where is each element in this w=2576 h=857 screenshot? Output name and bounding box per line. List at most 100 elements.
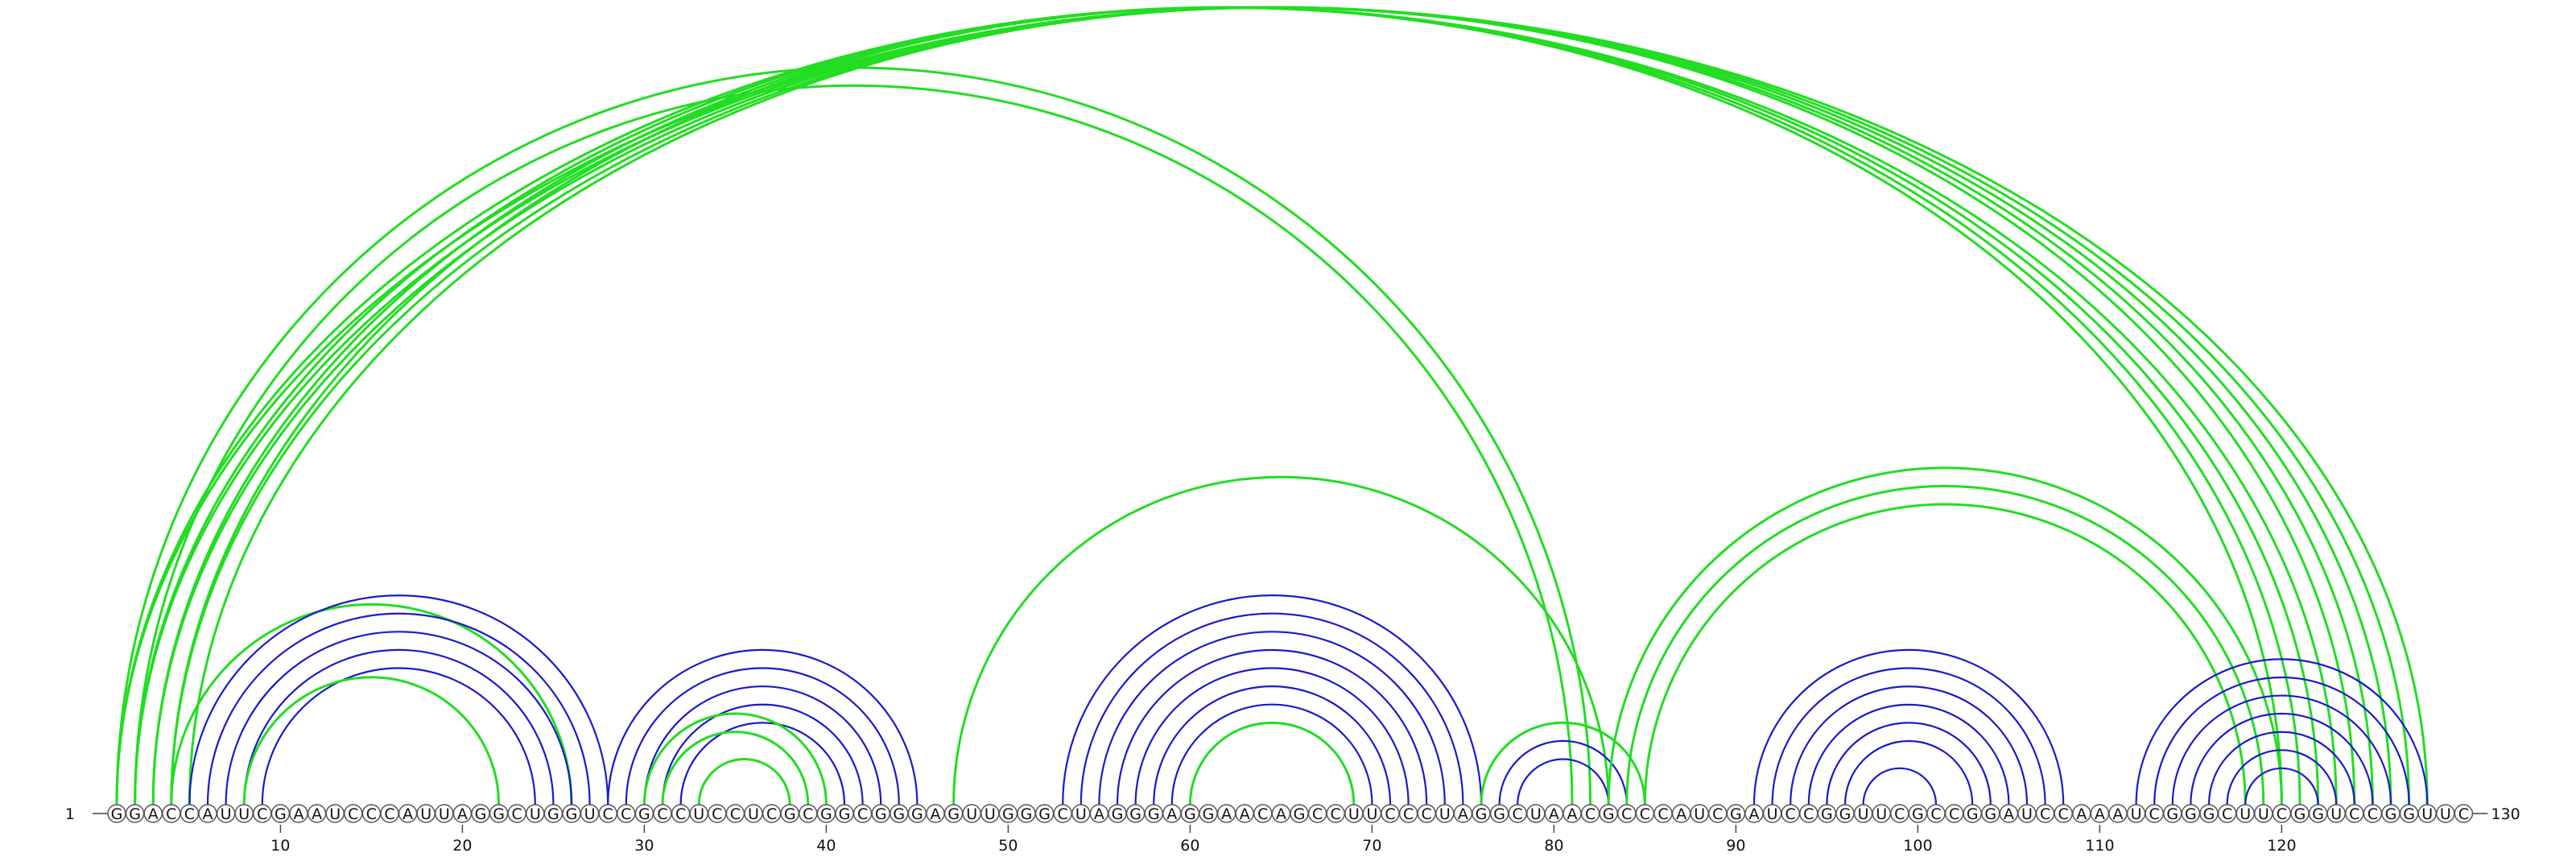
arc-97-101: [1862, 767, 1938, 805]
nucleotide: C: [2145, 804, 2164, 823]
nucleotide-letter: G: [2203, 805, 2215, 823]
nucleotide-letter: C: [603, 805, 613, 823]
arc-96-103: [1843, 739, 1974, 805]
nucleotide: U: [2017, 804, 2037, 823]
nucleotide: U: [580, 804, 600, 823]
nucleotide: G: [107, 804, 126, 823]
nucleotide: G: [1817, 804, 1837, 823]
nucleotide: A: [1453, 804, 1473, 823]
nucleotide: G: [1108, 804, 1127, 823]
nucleotide-letter: U: [2240, 805, 2251, 823]
tick-label: 70: [1362, 837, 1381, 855]
nucleotide: G: [890, 804, 909, 823]
nucleotide-letter: U: [2440, 805, 2451, 823]
nucleotide-letter: A: [1567, 805, 1578, 823]
nucleotide: C: [1635, 804, 1655, 823]
nucleotide: A: [198, 804, 217, 823]
nucleotide: C: [380, 804, 399, 823]
nucleotide: G: [1981, 804, 2000, 823]
nucleotide: A: [289, 804, 308, 823]
nucleotide-letter: A: [931, 805, 941, 823]
nucleotide-letter: U: [2421, 805, 2433, 823]
arc-31-42: [661, 703, 864, 805]
arc-5-28: [188, 594, 609, 805]
position-axis: 10 20 30 40 50 60 70 80 90 100 110 120: [270, 825, 2297, 855]
nucleotide: G: [2181, 804, 2201, 823]
nucleotide: G: [1726, 804, 1746, 823]
arc-94-105: [1807, 703, 2010, 805]
nucleotide: G: [1963, 804, 1982, 823]
nucleotide-letter: C: [1403, 805, 1414, 823]
nucleotide: C: [344, 804, 363, 823]
nucleotide: U: [1344, 804, 1364, 823]
nucleotide: C: [1053, 804, 1072, 823]
arc-117-123: [2226, 749, 2338, 805]
nucleotide-letter: U: [985, 805, 996, 823]
nucleotide-letter: C: [2458, 805, 2469, 823]
nucleotide-letter: U: [439, 805, 450, 823]
tick-label: 50: [998, 837, 1018, 855]
nucleotide-letter: C: [2222, 805, 2232, 823]
nucleotide: C: [1781, 804, 1800, 823]
nucleotide-letter: U: [966, 805, 977, 823]
nucleotide-letter: A: [294, 805, 304, 823]
nucleotide: G: [998, 804, 1018, 823]
arc-5-124: [188, 6, 2356, 805]
nucleotide-letter: U: [1694, 805, 1705, 823]
arc-3-121: [151, 6, 2301, 805]
nucleotide-letter: C: [712, 805, 722, 823]
nucleotide: U: [216, 804, 236, 823]
nucleotide-letter: G: [1021, 805, 1033, 823]
nucleotide-letter: C: [1513, 805, 1523, 823]
nucleotide: A: [398, 804, 418, 823]
arc-55-74: [1098, 631, 1446, 805]
nucleotide: U: [1853, 804, 1873, 823]
nucleotide: A: [926, 804, 945, 823]
nucleotide-letter: C: [1640, 805, 1650, 823]
arc-8-22: [242, 676, 501, 805]
nucleotide: U: [1526, 804, 1546, 823]
nucleotide-letter: A: [312, 805, 322, 823]
nucleotide-letter: U: [1767, 805, 1778, 823]
nucleotide-letter: G: [1967, 805, 1979, 823]
tick-label: 30: [634, 837, 654, 855]
arc-112-128: [2135, 658, 2429, 805]
nucleotide: C: [1617, 804, 1637, 823]
nucleotide: G: [270, 804, 291, 823]
nucleotide-letter: C: [2040, 805, 2050, 823]
nucleotide: G: [1835, 804, 1855, 823]
nucleotide-letter: G: [784, 805, 796, 823]
nucleotide-letter: U: [1530, 805, 1542, 823]
nucleotide-letter: C: [657, 805, 667, 823]
tick-label: 20: [452, 837, 472, 855]
arc-85-118: [1643, 503, 2247, 805]
nucleotide-letter: G: [547, 805, 559, 823]
nucleotide-letter: G: [820, 805, 832, 823]
nucleotide: G: [125, 804, 145, 823]
tick-label: 40: [816, 837, 836, 855]
nucleotide: C: [2272, 804, 2292, 823]
nucleotide-letter: A: [2004, 805, 2014, 823]
nucleotide: G: [471, 804, 490, 823]
arc-30-40: [642, 712, 828, 805]
tick-label: 80: [1544, 837, 1563, 855]
nucleotide: C: [2345, 804, 2364, 823]
arc-56-73: [1116, 648, 1428, 805]
arc-116-124: [2207, 731, 2355, 805]
nucleotide-letter: G: [1912, 805, 1924, 823]
nucleotide: U: [1690, 804, 1709, 823]
nucleotide: G: [1017, 804, 1036, 823]
nucleotide: C: [1890, 804, 1909, 823]
nucleotide-letter: G: [1839, 805, 1852, 823]
nucleotide: C: [1326, 804, 1345, 823]
nucleotide-letter: G: [2294, 805, 2306, 823]
arc-9-24: [261, 667, 536, 805]
nucleotide: U: [689, 804, 708, 823]
nucleotide: U: [1362, 804, 1382, 823]
arc-93-106: [1790, 685, 2029, 805]
nucleotide: G: [1489, 804, 1509, 823]
nucleotide-letter: G: [1038, 805, 1051, 823]
nucleotide-letter: G: [2385, 805, 2397, 823]
nucleotide-letter: G: [911, 805, 923, 823]
